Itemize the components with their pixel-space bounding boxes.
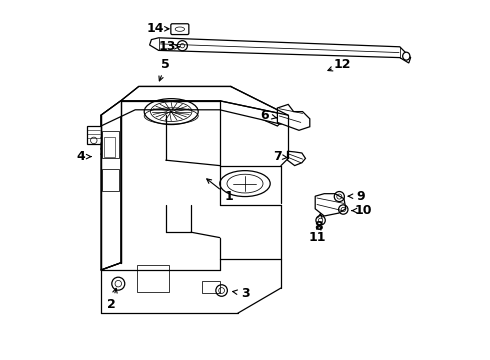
Text: 1: 1 <box>224 190 233 203</box>
Polygon shape <box>87 126 101 144</box>
Text: 14: 14 <box>146 22 164 35</box>
Polygon shape <box>315 194 346 216</box>
Text: 8: 8 <box>315 220 323 233</box>
Text: 11: 11 <box>308 231 326 244</box>
Text: 12: 12 <box>334 58 351 71</box>
Bar <box>102 169 119 191</box>
Text: 9: 9 <box>356 190 365 203</box>
Polygon shape <box>288 151 305 166</box>
Text: 13: 13 <box>159 40 176 53</box>
Polygon shape <box>101 101 121 270</box>
Bar <box>202 281 220 293</box>
Text: 3: 3 <box>241 287 249 300</box>
Text: 4: 4 <box>77 150 86 163</box>
Ellipse shape <box>403 52 410 60</box>
Bar <box>104 137 115 157</box>
Text: 2: 2 <box>107 298 116 311</box>
Bar <box>102 131 119 158</box>
Text: 10: 10 <box>355 204 372 217</box>
Text: 6: 6 <box>261 109 269 122</box>
FancyBboxPatch shape <box>171 24 189 35</box>
Text: 5: 5 <box>161 58 170 71</box>
Polygon shape <box>277 104 310 130</box>
Bar <box>137 265 170 292</box>
Text: 7: 7 <box>273 150 282 163</box>
Polygon shape <box>149 38 411 63</box>
Polygon shape <box>121 86 288 126</box>
Polygon shape <box>101 101 288 126</box>
